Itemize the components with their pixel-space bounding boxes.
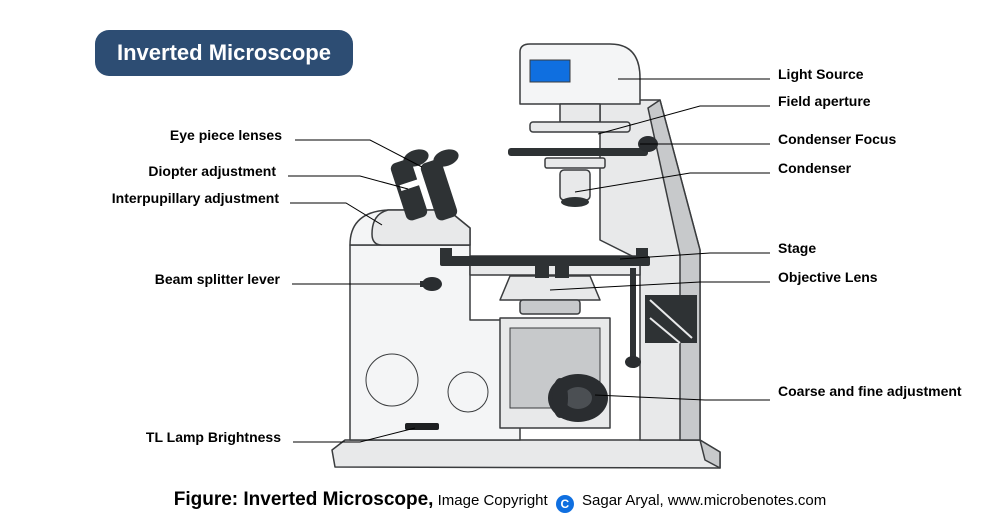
caption-tail: Sagar Aryal, www.microbenotes.com bbox=[578, 492, 826, 509]
label-objective-lens: Objective Lens bbox=[778, 269, 878, 285]
label-beam-splitter-lever: Beam splitter lever bbox=[155, 271, 280, 287]
caption-mid: Image Copyright bbox=[433, 492, 551, 509]
label-diopter-adjustment: Diopter adjustment bbox=[148, 163, 276, 179]
label-interpupillary-adjustment: Interpupillary adjustment bbox=[112, 190, 279, 206]
label-stage: Stage bbox=[778, 240, 816, 256]
label-field-aperture: Field aperture bbox=[778, 93, 871, 109]
diagram-canvas: Inverted Microscope Eye piece lensesDiop… bbox=[0, 0, 1000, 525]
copyright-badge-icon: C bbox=[556, 495, 574, 513]
caption-bold: Figure: Inverted Microscope, bbox=[174, 489, 434, 510]
label-coarse-fine-adjust: Coarse and fine adjustment bbox=[778, 383, 962, 399]
label-condenser: Condenser bbox=[778, 160, 851, 176]
figure-caption: Figure: Inverted Microscope, Image Copyr… bbox=[0, 489, 1000, 513]
label-light-source: Light Source bbox=[778, 66, 864, 82]
label-condenser-focus: Condenser Focus bbox=[778, 131, 896, 147]
label-eye-piece-lenses: Eye piece lenses bbox=[170, 127, 282, 143]
label-tl-lamp-brightness: TL Lamp Brightness bbox=[146, 429, 281, 445]
